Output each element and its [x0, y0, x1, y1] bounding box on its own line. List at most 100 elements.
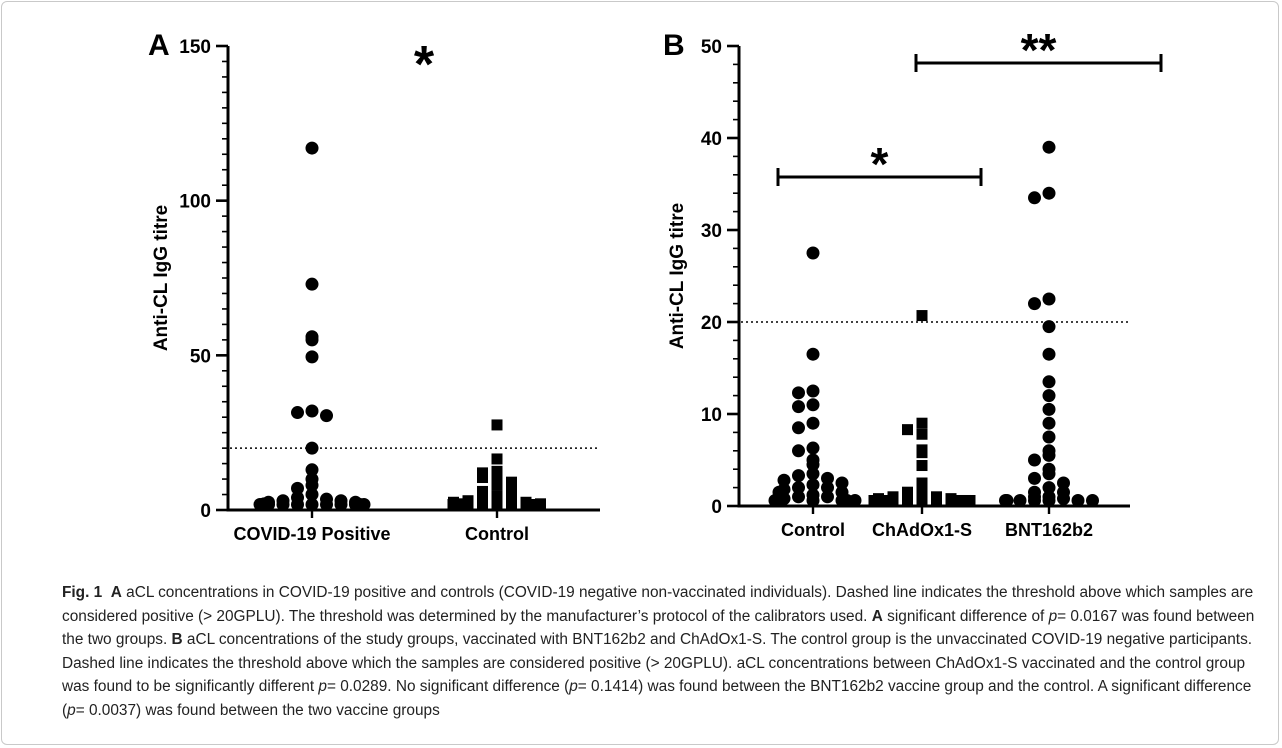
- data-point-square: [887, 495, 899, 506]
- caption-panel-a-label: A: [110, 584, 122, 601]
- caption-p-symbol: p: [1048, 607, 1058, 625]
- y-axis-label: Anti-CL IgG titre: [667, 203, 688, 349]
- caption-panel-b-p-value-2: = 0.1414) was found between the BNT162b2…: [62, 678, 1252, 719]
- data-point-square: [916, 460, 928, 472]
- caption-panel-a-label-2: A: [871, 607, 883, 625]
- data-point-circle: [806, 478, 820, 492]
- data-point-circle: [320, 498, 333, 511]
- data-point-circle: [840, 494, 854, 507]
- data-point-square: [964, 495, 976, 506]
- data-point-circle: [1042, 448, 1056, 462]
- data-point-square: [902, 489, 913, 501]
- y-tick-label: 50: [190, 346, 211, 367]
- y-tick-label: 30: [701, 221, 722, 242]
- data-point-square: [491, 490, 503, 502]
- data-point-circle: [806, 347, 820, 361]
- data-point-circle: [1042, 347, 1056, 361]
- data-point-circle: [305, 463, 319, 477]
- panel-a: A 0 50 100 150 Anti-CL IgG titre COVID-19 Posi…: [148, 29, 600, 544]
- data-point-circle: [305, 488, 319, 502]
- data-point-circle: [305, 441, 319, 455]
- data-point-circle: [276, 498, 290, 511]
- y-tick-label: 40: [701, 129, 722, 150]
- data-point-square: [491, 419, 503, 431]
- y-tick-label: 100: [179, 192, 211, 213]
- data-point-circle: [806, 416, 820, 430]
- data-point-square: [916, 417, 928, 429]
- y-tick-label: 20: [701, 313, 722, 334]
- y-tick-label: 10: [701, 405, 722, 426]
- data-point-circle: [1042, 292, 1056, 306]
- data-point-square: [902, 424, 913, 436]
- data-point-circle: [1042, 375, 1056, 389]
- data-point-circle: [1071, 494, 1085, 507]
- data-point-square: [447, 499, 459, 510]
- data-point-square: [491, 499, 503, 510]
- data-point-square: [491, 470, 503, 482]
- data-point-circle: [1028, 453, 1041, 467]
- data-point-square: [916, 488, 928, 500]
- data-point-circle: [777, 473, 791, 487]
- data-point-circle: [1042, 481, 1056, 495]
- data-point-square: [491, 453, 503, 465]
- caption-p-symbol: p: [318, 678, 327, 695]
- caption-p-symbol: p: [569, 678, 578, 695]
- data-point-circle: [806, 384, 820, 398]
- data-point-square: [916, 495, 928, 506]
- data-point-circle: [1042, 467, 1056, 481]
- data-point-circle: [1028, 494, 1041, 507]
- caption-fig-label: Fig. 1: [62, 584, 103, 601]
- data-point-square: [477, 472, 488, 484]
- data-point-circle: [305, 478, 319, 492]
- data-point-circle: [792, 386, 805, 400]
- caption-panel-a-p-value: = 0.0167 was found between the two group…: [62, 607, 1255, 649]
- caption-p-symbol: p: [67, 701, 76, 719]
- data-point-circle: [1028, 471, 1041, 485]
- caption-panel-b-p-value-1: = 0.0289. No significant difference (: [326, 678, 570, 695]
- data-point-circle: [792, 421, 805, 435]
- data-point-square: [506, 499, 517, 510]
- data-point-square: [531, 499, 543, 510]
- data-point-circle: [806, 398, 820, 412]
- data-point-circle: [1042, 494, 1056, 507]
- data-point-square: [931, 495, 942, 506]
- x-category-label: BNT162b2: [1005, 520, 1093, 540]
- data-point-circle: [806, 467, 820, 481]
- caption-panel-b-text: aCL concentrations of the study groups, …: [62, 631, 1253, 695]
- x-category-label: Control: [465, 524, 529, 544]
- data-point-circle: [1028, 297, 1041, 311]
- caption-panel-a-significance: significant difference of: [887, 607, 1045, 625]
- data-point-circle: [1057, 476, 1070, 490]
- data-point-circle: [792, 469, 805, 483]
- significance-star: *: [414, 36, 435, 94]
- data-point-square: [520, 499, 532, 510]
- x-category-label: COVID-19 Positive: [233, 524, 390, 544]
- x-category-label: Control: [781, 520, 845, 540]
- data-point-circle: [1086, 494, 1099, 507]
- y-tick-label: 0: [711, 497, 722, 518]
- data-point-circle: [806, 458, 820, 472]
- data-point-circle: [305, 404, 319, 418]
- data-point-circle: [792, 481, 805, 495]
- data-point-circle: [792, 444, 805, 458]
- data-point-square: [477, 485, 488, 497]
- data-point-circle: [821, 490, 834, 504]
- data-point-circle: [1042, 416, 1056, 430]
- data-point-square: [916, 447, 928, 459]
- data-point-circle: [1042, 320, 1056, 334]
- data-point-square: [873, 495, 884, 506]
- panel-label: A: [148, 29, 170, 62]
- data-point-circle: [334, 498, 348, 511]
- data-point-circle: [1042, 402, 1056, 416]
- y-tick-label: 150: [179, 37, 211, 58]
- data-point-circle: [305, 141, 319, 155]
- data-point-square: [491, 479, 503, 491]
- caption-panel-a-text: aCL concentrations in COVID-19 positive …: [62, 584, 1254, 625]
- data-point-square: [945, 495, 957, 506]
- data-point-square: [916, 428, 928, 440]
- panel-label: B: [663, 29, 685, 62]
- data-point-circle: [806, 494, 820, 507]
- data-point-square: [916, 310, 928, 322]
- data-point-circle: [305, 277, 319, 291]
